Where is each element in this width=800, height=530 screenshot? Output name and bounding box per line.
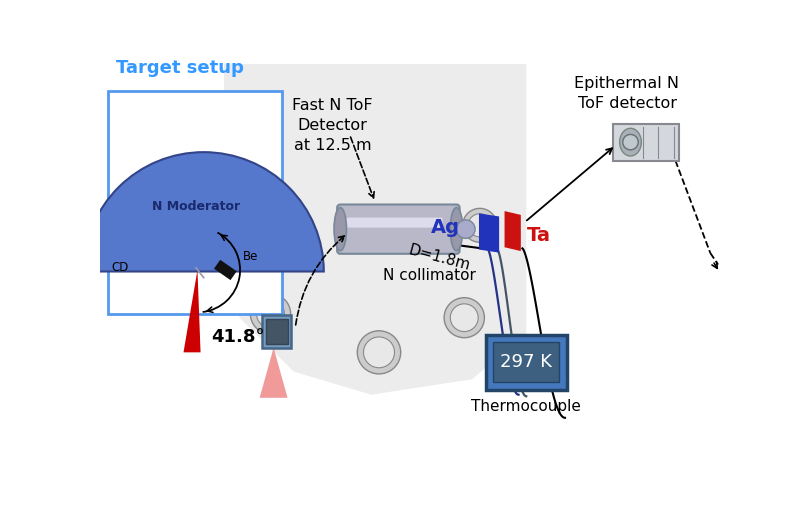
Circle shape xyxy=(236,137,282,183)
Circle shape xyxy=(457,220,475,238)
Text: Ag: Ag xyxy=(430,218,459,237)
Text: Epithermal N
ToF detector: Epithermal N ToF detector xyxy=(574,76,679,111)
FancyBboxPatch shape xyxy=(337,205,459,254)
Circle shape xyxy=(216,222,247,252)
Ellipse shape xyxy=(334,208,346,251)
Circle shape xyxy=(358,331,401,374)
Circle shape xyxy=(363,337,394,368)
Circle shape xyxy=(462,208,497,242)
Text: 41.8°: 41.8° xyxy=(211,328,265,346)
Text: Target setup: Target setup xyxy=(115,59,243,77)
Wedge shape xyxy=(83,152,324,271)
Bar xyxy=(614,123,679,161)
Circle shape xyxy=(210,215,254,259)
Polygon shape xyxy=(479,214,499,253)
Circle shape xyxy=(450,304,478,332)
Polygon shape xyxy=(260,348,287,398)
Bar xyxy=(494,342,559,382)
Polygon shape xyxy=(224,64,526,395)
Text: D=1.8m: D=1.8m xyxy=(406,243,472,273)
FancyBboxPatch shape xyxy=(346,218,442,227)
Bar xyxy=(108,91,282,314)
Circle shape xyxy=(242,143,276,177)
Text: CD: CD xyxy=(112,261,129,274)
Text: 297 K: 297 K xyxy=(500,354,552,372)
Circle shape xyxy=(250,294,290,334)
Text: Be: Be xyxy=(242,250,258,262)
Ellipse shape xyxy=(450,208,462,251)
Circle shape xyxy=(622,135,638,150)
Text: Ta: Ta xyxy=(527,226,551,245)
Circle shape xyxy=(468,214,491,237)
Bar xyxy=(486,334,567,390)
Circle shape xyxy=(257,300,285,328)
Text: Fast N ToF
Detector
at 12.5 m: Fast N ToF Detector at 12.5 m xyxy=(292,98,373,153)
Ellipse shape xyxy=(620,128,642,156)
Text: N collimator: N collimator xyxy=(383,268,476,282)
Text: Thermocouple: Thermocouple xyxy=(471,399,581,414)
Polygon shape xyxy=(214,260,237,280)
Bar xyxy=(266,319,287,344)
Polygon shape xyxy=(183,270,201,352)
Circle shape xyxy=(444,298,485,338)
Polygon shape xyxy=(505,211,521,251)
Text: N Moderator: N Moderator xyxy=(152,200,240,213)
Bar xyxy=(262,315,291,348)
